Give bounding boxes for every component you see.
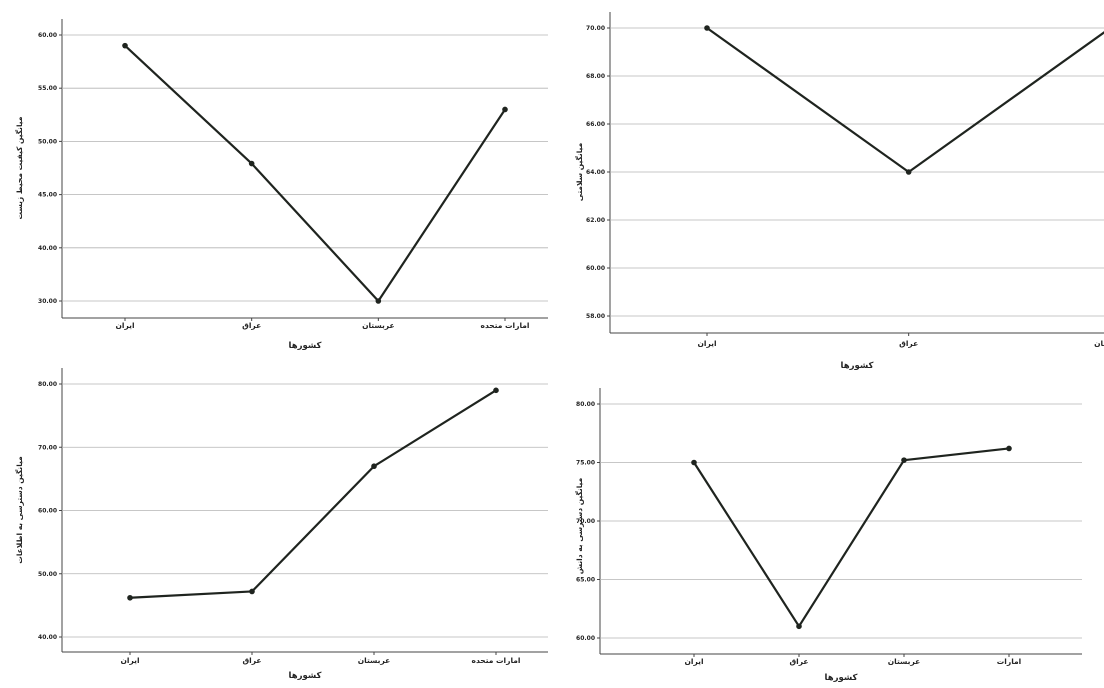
series-line [706, 27, 1104, 174]
y-tick-label: 80.00 [38, 381, 57, 388]
x-tick-label: ایران [684, 657, 703, 666]
data-point [704, 25, 710, 31]
data-point [371, 463, 377, 470]
y-tick-label: 60.00 [38, 32, 57, 39]
x-tick-label: امارات متحده [481, 321, 530, 330]
y-tick-label: 50.00 [38, 571, 57, 578]
x-axis-label: کشورها [825, 673, 858, 683]
data-point [248, 160, 255, 167]
y-tick-label: 68.00 [586, 73, 605, 80]
x-tick-label: ایران [697, 339, 716, 348]
data-point [502, 106, 508, 113]
data-point [691, 459, 697, 466]
y-tick-label: 70.00 [586, 25, 605, 32]
y-tick-label: 40.00 [38, 245, 57, 252]
y-axis-label: میانگین دسترسی به دانش [575, 477, 584, 574]
chart-knowledge-access: 60.00 65.00 70.00 75.00 80.00 ایران عراق عربستا… [560, 380, 1104, 684]
y-tick-label: 70.00 [38, 444, 57, 451]
chart-svg: 60.00 65.00 70.00 75.00 80.00 ایران عراق عربستا… [575, 388, 1082, 683]
x-tick-label: عربستان [1094, 339, 1104, 348]
x-tick-label: امارات متحده [472, 656, 521, 665]
y-tick-label: 64.00 [586, 169, 605, 176]
y-tick-label: 45.00 [38, 192, 57, 199]
y-tick-label: 60.00 [38, 508, 57, 515]
y-tick-label: 65.00 [576, 577, 595, 584]
x-tick-label: ایران [115, 321, 134, 330]
x-tick-label: عربستان [362, 321, 395, 330]
chart-environment-quality: 30.00 40.00 45.00 50.00 55.00 60.00 ایران عراق ع… [0, 0, 560, 352]
chart-svg: 30.00 40.00 45.00 50.00 55.00 60.00 ایران عراق ع… [15, 19, 548, 351]
x-tick-label: امارات [997, 657, 1021, 666]
x-axis-label: کشورها [289, 341, 322, 351]
y-tick-label: 60.00 [576, 635, 595, 642]
series-line [693, 447, 1010, 628]
y-tick-label: 62.00 [586, 217, 605, 224]
chart-information-access: 40.00 50.00 60.00 70.00 80.00 ایران عراق عربستا… [0, 352, 560, 684]
y-axis-label: میانگین دسترسی به اطلاعات [15, 456, 24, 564]
data-point [493, 387, 499, 394]
chart-svg: 58.00 60.00 62.00 64.00 66.00 68.00 70.00 ایران… [575, 12, 1104, 371]
y-tick-label: 66.00 [586, 121, 605, 128]
chart-health: 58.00 60.00 62.00 64.00 66.00 68.00 70.00 ایران… [560, 0, 1104, 380]
data-point [1006, 445, 1012, 452]
x-tick-label: عربستان [888, 657, 921, 666]
x-tick-label: عراق [899, 339, 918, 348]
data-point [901, 457, 907, 463]
x-tick-label: عراق [242, 656, 261, 665]
y-tick-label: 55.00 [38, 85, 57, 92]
y-tick-label: 40.00 [38, 634, 57, 641]
y-tick-label: 30.00 [38, 298, 57, 305]
x-tick-label: عراق [789, 657, 808, 666]
y-tick-label: 80.00 [576, 401, 595, 408]
data-point [122, 42, 128, 49]
x-tick-label: عربستان [358, 656, 391, 665]
y-tick-label: 50.00 [38, 138, 57, 145]
data-point [905, 169, 912, 175]
chart-svg: 40.00 50.00 60.00 70.00 80.00 ایران عراق عربستا… [15, 368, 548, 681]
data-point [249, 588, 255, 595]
y-tick-label: 75.00 [576, 460, 595, 467]
y-tick-label: 70.00 [576, 518, 595, 525]
data-point [127, 594, 133, 601]
data-point [375, 298, 382, 304]
y-axis-label: میانگین سلامتی [575, 142, 584, 201]
y-tick-label: 58.00 [586, 313, 605, 320]
series-line [129, 389, 497, 599]
x-axis-label: کشورها [289, 671, 322, 681]
y-tick-label: 60.00 [586, 265, 605, 272]
series-line [124, 44, 506, 303]
y-axis-label: میانگین کیفیت محیط زیست [15, 116, 24, 219]
data-point [796, 623, 802, 630]
x-axis-label: کشورها [841, 361, 874, 371]
x-tick-label: عراق [242, 321, 261, 330]
x-tick-label: ایران [120, 656, 139, 665]
